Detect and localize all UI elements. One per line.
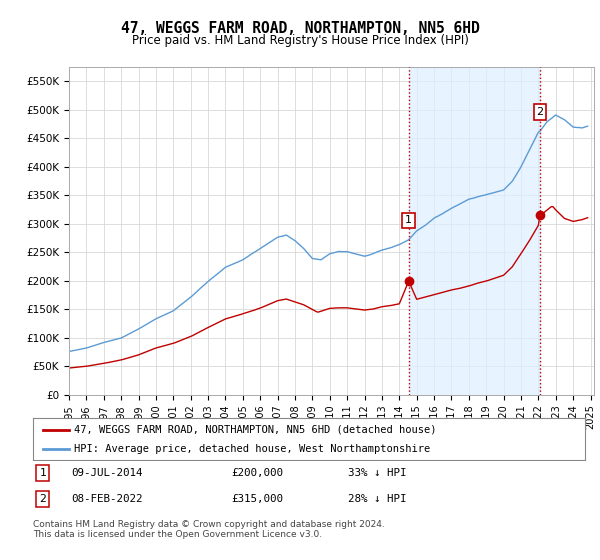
Text: 47, WEGGS FARM ROAD, NORTHAMPTON, NN5 6HD (detached house): 47, WEGGS FARM ROAD, NORTHAMPTON, NN5 6H… (74, 424, 437, 435)
Text: 1: 1 (405, 216, 412, 225)
Text: 2: 2 (536, 107, 544, 117)
Text: 08-FEB-2022: 08-FEB-2022 (71, 494, 143, 504)
Text: 2: 2 (40, 494, 46, 504)
Text: HPI: Average price, detached house, West Northamptonshire: HPI: Average price, detached house, West… (74, 444, 431, 454)
Text: Contains HM Land Registry data © Crown copyright and database right 2024.
This d: Contains HM Land Registry data © Crown c… (33, 520, 385, 539)
Text: 28% ↓ HPI: 28% ↓ HPI (347, 494, 406, 504)
Text: £200,000: £200,000 (232, 468, 284, 478)
Text: £315,000: £315,000 (232, 494, 284, 504)
Text: Price paid vs. HM Land Registry's House Price Index (HPI): Price paid vs. HM Land Registry's House … (131, 34, 469, 46)
Text: 1: 1 (40, 468, 46, 478)
Bar (409, 67, 540, 395)
Text: 33% ↓ HPI: 33% ↓ HPI (347, 468, 406, 478)
Text: 47, WEGGS FARM ROAD, NORTHAMPTON, NN5 6HD: 47, WEGGS FARM ROAD, NORTHAMPTON, NN5 6H… (121, 21, 479, 36)
Text: 09-JUL-2014: 09-JUL-2014 (71, 468, 143, 478)
